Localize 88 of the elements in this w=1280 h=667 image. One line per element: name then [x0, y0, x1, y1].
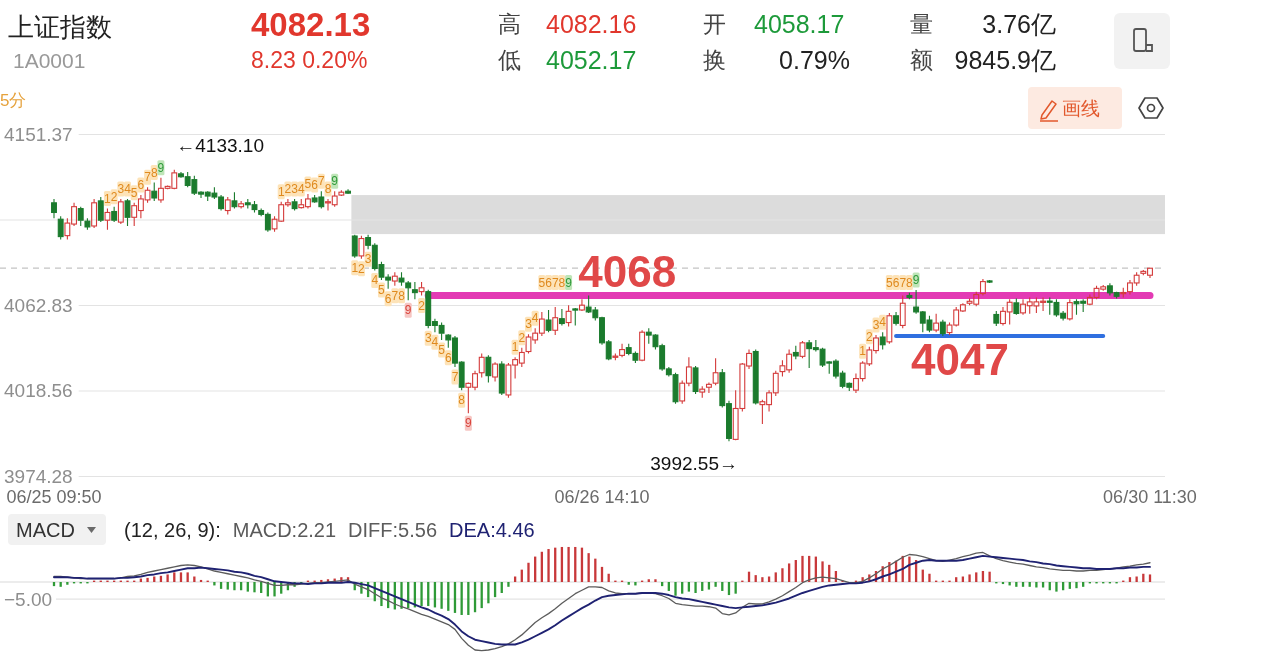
annotation: 3992.55→	[650, 452, 738, 474]
text: 4	[371, 273, 379, 288]
text: 5	[438, 342, 445, 357]
chart-title: MACD	[16, 518, 75, 541]
text: 9	[331, 174, 339, 189]
text: 3.76亿	[982, 10, 1056, 38]
text: 6	[892, 275, 900, 290]
text: 4	[531, 311, 539, 326]
text: 高	[498, 11, 521, 37]
text: 6	[137, 178, 145, 193]
text: 开	[703, 11, 726, 37]
text: 9	[404, 303, 412, 318]
text: 9	[565, 275, 572, 290]
text: 4082.13	[251, 5, 371, 43]
text: 换	[703, 47, 726, 73]
text: 1	[351, 260, 359, 275]
text: 3	[364, 252, 372, 267]
text: 1A0001	[13, 48, 86, 72]
y-tick-label: 4151.37	[4, 124, 73, 145]
text: 1	[104, 191, 111, 206]
text: 8	[398, 288, 405, 303]
text: 6	[545, 275, 552, 290]
text: 1	[859, 344, 866, 359]
text: 画线	[1062, 97, 1100, 119]
text: 7	[317, 174, 325, 189]
text: 2	[418, 298, 425, 313]
text: 5	[130, 185, 138, 200]
text: 2	[518, 330, 526, 345]
text: 2	[284, 181, 292, 196]
legend-title: (12, 26, 9):	[124, 519, 221, 541]
y-tick-label: 3974.28	[4, 466, 73, 487]
text: 7	[899, 275, 907, 290]
text: 5	[378, 283, 385, 298]
text: 额	[910, 47, 933, 73]
text: 5	[304, 177, 312, 192]
text: 6	[311, 178, 318, 193]
text: 2	[110, 189, 118, 204]
y-tick-label: 4062.83	[4, 294, 73, 316]
text: 8	[324, 181, 332, 196]
text: 4052.17	[546, 46, 637, 74]
text: 8	[558, 275, 566, 290]
text: 2	[358, 261, 365, 276]
x-tick-label: 06/30 11:30	[1103, 487, 1197, 507]
text: 4	[297, 181, 305, 196]
text: 低	[498, 47, 521, 73]
text: 7	[391, 288, 399, 303]
text: 3	[424, 331, 432, 346]
text: 3	[525, 317, 532, 332]
series-label: DIFF:5.56	[348, 519, 438, 541]
text: 4	[431, 335, 439, 350]
text: 量	[910, 11, 933, 37]
x-tick-label: 06/26 14:10	[554, 487, 650, 507]
text: 8	[458, 393, 465, 408]
text: 6	[444, 350, 452, 365]
text: 9845.9亿	[954, 46, 1056, 74]
x-tick-label: 06/25 09:50	[6, 487, 102, 507]
text: 1	[277, 184, 285, 199]
text: 8.23 0.20%	[251, 47, 368, 73]
text: 9	[157, 160, 165, 175]
annotation: 4047	[911, 334, 1009, 384]
y-tick-label: 4018.56	[4, 380, 73, 402]
text: 上证指数	[8, 12, 112, 42]
text: 8	[906, 275, 913, 290]
text: 1	[511, 340, 519, 355]
text: 4058.17	[754, 10, 845, 38]
text: 5	[538, 275, 546, 290]
text: 3	[117, 181, 125, 196]
text: 4	[879, 315, 887, 330]
text: DEA:4.46	[449, 519, 535, 541]
annotation: ←4133.10	[176, 135, 264, 157]
text: 3	[291, 181, 298, 196]
text: 7	[451, 369, 459, 384]
text: 2	[865, 329, 873, 344]
text: 6	[384, 291, 392, 306]
text: 3	[872, 318, 880, 333]
text: 5	[886, 275, 893, 290]
annotation: 4068	[578, 247, 677, 297]
text: 0.79%	[779, 46, 850, 74]
chart-title: 5分	[0, 90, 27, 110]
text: 7	[551, 275, 559, 290]
text: 4	[124, 181, 131, 196]
text: −5.00	[4, 588, 53, 610]
text: 9	[465, 416, 472, 431]
text: MACD:2.21	[232, 519, 337, 541]
text: 4082.16	[546, 10, 637, 38]
text: 8	[150, 165, 158, 180]
text: 7	[144, 170, 151, 185]
text: 9	[912, 273, 920, 288]
